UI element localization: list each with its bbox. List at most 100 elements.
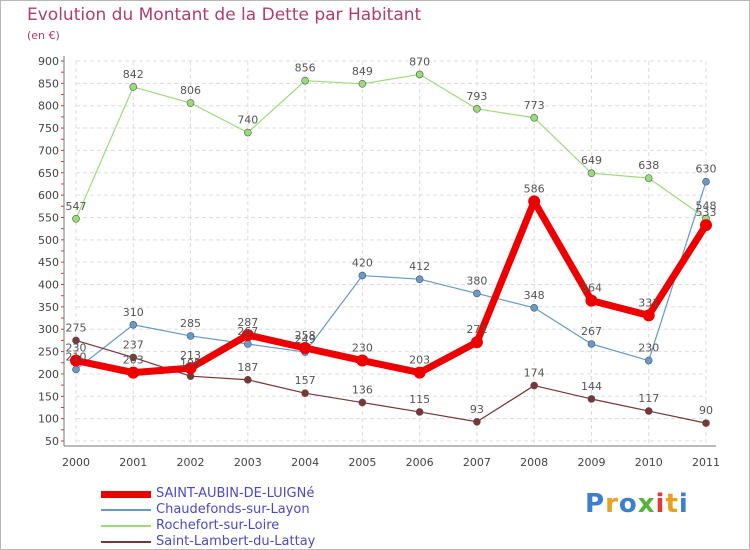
data-point [528,195,541,208]
data-label: 157 [295,374,316,387]
data-label: 203 [123,354,144,367]
data-point [186,332,195,340]
data-point [644,356,653,365]
data-label: 638 [638,159,659,172]
x-tick-label: 2006 [406,456,434,469]
data-point [530,381,538,390]
data-point [702,177,710,186]
data-label: 849 [352,65,373,78]
data-label: 870 [409,55,430,68]
series-line-3 [75,339,707,424]
y-tick-label: 400 [38,279,59,292]
x-tick-label: 2000 [62,456,90,469]
legend-label: SAINT-AUBIN-DE-LUIGNé [156,486,315,501]
data-label: 348 [524,289,545,302]
y-tick-label: 850 [38,77,59,90]
data-point [356,354,369,367]
data-label: 213 [180,349,201,362]
data-point [642,309,655,322]
y-tick-label: 50 [45,435,59,448]
x-tick-label: 2003 [234,456,262,469]
data-label: 90 [699,404,713,417]
data-label: 117 [638,392,659,405]
x-tick-label: 2001 [119,456,147,469]
data-label: 420 [352,257,373,270]
data-label: 144 [581,380,602,393]
data-point [358,398,367,407]
y-tick-label: 100 [38,413,59,426]
data-label: 412 [409,260,430,273]
legend-swatch [101,509,151,511]
logo-letter: x [637,489,656,519]
x-tick-label: 2007 [463,456,491,469]
data-point [587,395,596,403]
y-tick-label: 300 [38,323,59,336]
data-label: 806 [180,84,201,97]
data-point [473,289,481,298]
data-label: 548 [696,199,717,212]
data-point [129,83,138,91]
data-point [72,215,80,223]
data-point [473,417,481,426]
logo-letter: i [678,489,689,519]
data-label: 547 [66,200,87,213]
x-tick-label: 2002 [177,456,205,469]
data-label: 230 [638,342,659,355]
x-tick-label: 2009 [577,456,605,469]
data-point [129,353,138,362]
data-point [244,375,252,384]
data-label: 230 [352,342,373,355]
legend-swatch [101,525,151,527]
chart-title: Evolution du Montant de la Dette par Hab… [27,5,422,25]
data-label: 842 [123,68,144,81]
data-point [587,340,596,348]
logo-letter: P [585,489,606,519]
data-label: 136 [352,384,373,397]
data-label: 310 [123,306,144,319]
data-point [587,169,596,178]
data-label: 267 [581,325,602,338]
data-point [644,407,653,415]
x-tick-label: 2011 [692,456,720,469]
data-point [415,70,424,79]
data-label: 258 [295,329,316,342]
data-label: 856 [295,62,316,75]
data-point [644,174,653,182]
data-label: 115 [409,393,430,406]
legend-swatch [101,541,151,543]
data-label: 793 [466,90,487,103]
y-tick-label: 500 [38,234,59,247]
data-label: 93 [470,403,484,416]
data-point [244,340,252,348]
series-line-1 [75,181,707,371]
data-point [241,329,254,342]
data-point [129,320,138,329]
data-label: 586 [524,182,545,195]
x-tick-label: 2008 [520,456,548,469]
data-point [470,336,483,349]
data-point [530,113,538,122]
logo-letter: t [665,489,679,519]
legend-label: Rochefort-sur-Loire [156,518,280,533]
legend-label: Saint-Lambert-du-Lattay [156,534,316,549]
y-tick-label: 150 [38,390,59,403]
data-point [72,336,80,345]
data-point [702,419,710,427]
data-label: 174 [524,367,545,380]
x-tick-label: 2010 [635,456,663,469]
data-label: 364 [581,282,602,295]
data-label: 285 [180,317,201,330]
data-point [415,275,424,283]
data-point [184,362,197,375]
proxiti-logo: Proxiti [585,489,689,519]
y-tick-label: 650 [38,167,59,180]
data-point [700,219,712,232]
data-point [299,342,312,355]
y-tick-label: 550 [38,211,59,224]
data-label: 533 [696,206,717,219]
data-point [301,76,309,85]
data-point [585,294,598,307]
x-tick-label: 2004 [291,456,319,469]
